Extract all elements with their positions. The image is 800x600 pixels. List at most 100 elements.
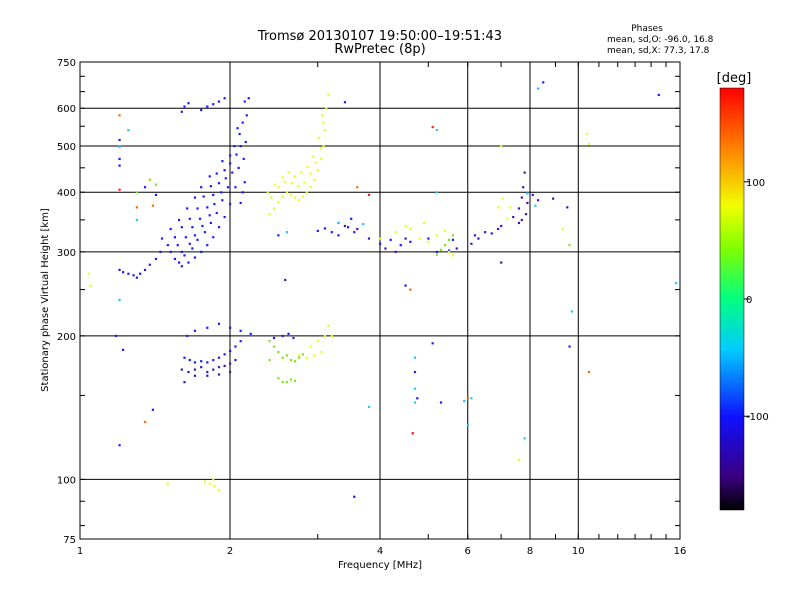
data-point <box>229 154 232 157</box>
data-point <box>409 240 412 243</box>
data-point <box>327 93 330 97</box>
data-point <box>154 183 158 186</box>
data-point <box>118 138 121 142</box>
data-point <box>312 155 315 158</box>
data-point <box>431 342 434 345</box>
data-point <box>587 142 591 146</box>
data-point <box>447 249 451 252</box>
data-point <box>198 217 202 220</box>
data-point <box>542 81 545 84</box>
data-point <box>212 236 215 239</box>
data-point <box>319 147 322 150</box>
data-point <box>180 250 183 254</box>
data-point <box>209 185 212 188</box>
data-point <box>322 121 325 124</box>
data-point <box>200 186 203 189</box>
data-point <box>239 340 242 343</box>
data-point <box>234 358 237 362</box>
x-tick-label: 10 <box>572 546 585 557</box>
data-point <box>297 356 301 359</box>
data-point <box>379 237 382 240</box>
x-tick-label: 2 <box>227 546 233 557</box>
data-point <box>237 166 240 170</box>
x-tick-label: 4 <box>377 546 383 557</box>
data-point <box>443 244 447 247</box>
y-tick-label: 75 <box>63 535 76 546</box>
data-point <box>473 234 477 237</box>
data-point <box>300 171 303 174</box>
data-point <box>122 348 125 351</box>
data-point <box>309 345 312 348</box>
data-point <box>118 164 121 167</box>
data-point <box>284 181 287 184</box>
data-point <box>114 334 118 338</box>
data-point <box>244 140 247 144</box>
data-point <box>201 224 204 228</box>
data-point <box>561 227 564 231</box>
data-point <box>268 358 271 362</box>
data-point <box>154 257 158 261</box>
data-point <box>346 226 350 229</box>
data-point <box>247 97 250 100</box>
axis-ticks: 1 2 4 6 8 10 16 75 100 200 300 400 500 600 750 <box>57 58 686 557</box>
data-point <box>118 444 121 447</box>
data-point <box>570 310 573 313</box>
data-point <box>221 160 224 163</box>
data-point <box>226 186 230 189</box>
data-point <box>413 356 417 359</box>
data-point <box>490 232 493 235</box>
y-tick-label: 600 <box>57 104 76 115</box>
data-point <box>272 345 276 348</box>
data-point <box>435 250 438 254</box>
colorbar-ticks: 100 0 -100 <box>744 178 769 423</box>
data-point <box>316 229 319 233</box>
data-point <box>350 217 353 220</box>
data-point <box>217 356 221 359</box>
data-point <box>285 231 288 234</box>
data-point <box>416 397 419 400</box>
data-point <box>305 191 308 194</box>
data-point <box>233 144 236 148</box>
data-point <box>187 102 190 105</box>
data-point <box>183 356 186 359</box>
data-point <box>325 107 328 110</box>
data-point <box>169 250 172 254</box>
data-point <box>500 261 503 264</box>
data-point <box>159 250 162 254</box>
data-point <box>135 206 138 209</box>
data-point <box>435 129 438 132</box>
data-point <box>534 204 537 207</box>
data-point <box>367 405 371 408</box>
data-point <box>587 370 591 374</box>
data-point <box>657 93 660 97</box>
grid-lines <box>80 62 680 539</box>
data-point <box>266 191 269 194</box>
data-point <box>193 361 197 364</box>
data-point <box>568 244 571 247</box>
data-point <box>413 387 417 390</box>
data-point <box>290 182 293 185</box>
data-point <box>212 358 215 362</box>
data-point <box>272 336 276 340</box>
data-point <box>215 172 218 175</box>
data-point <box>208 175 211 178</box>
data-point <box>213 484 216 487</box>
y-axis-label: Stationary phase Virtual Height [km] <box>40 208 51 392</box>
data-point <box>234 345 237 348</box>
data-point <box>193 368 197 371</box>
y-tick-label: 200 <box>57 332 76 343</box>
data-point <box>127 272 130 275</box>
data-point <box>180 265 183 268</box>
data-point <box>399 244 402 247</box>
data-point <box>512 215 515 219</box>
data-point <box>143 420 147 424</box>
data-point <box>188 242 191 245</box>
data-point <box>122 271 125 274</box>
data-point <box>193 196 197 199</box>
data-point <box>384 247 387 250</box>
data-point <box>148 178 151 181</box>
data-point <box>206 370 209 374</box>
data-point <box>409 288 412 291</box>
data-point <box>455 247 458 250</box>
data-point <box>212 478 215 481</box>
